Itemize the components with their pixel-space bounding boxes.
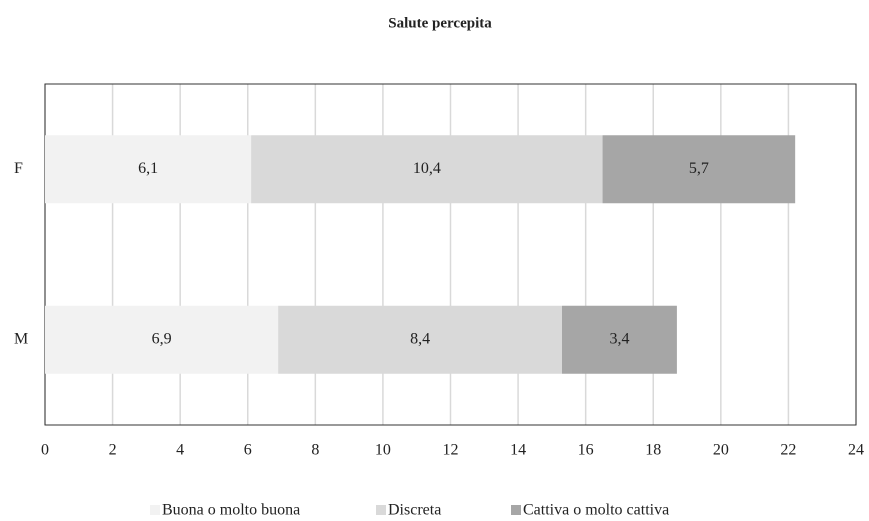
legend-swatch <box>150 505 160 515</box>
data-label: 6,1 <box>138 160 158 177</box>
data-label: 6,9 <box>152 330 172 347</box>
bar-segment <box>45 135 252 204</box>
x-tick-label: 24 <box>848 442 864 459</box>
x-tick-label: 0 <box>41 442 49 459</box>
chart-title: Salute percepita <box>388 15 492 31</box>
x-tick-label: 20 <box>713 442 729 459</box>
data-label: 5,7 <box>689 160 709 177</box>
y-tick-label: M <box>14 330 28 347</box>
x-tick-label: 16 <box>578 442 594 459</box>
data-label: 10,4 <box>413 160 441 177</box>
data-label: 8,4 <box>410 330 430 347</box>
x-tick-label: 8 <box>311 442 319 459</box>
bar-segment <box>278 305 563 374</box>
x-tick-label: 6 <box>244 442 252 459</box>
legend-label: Buona o molto buona <box>162 502 300 519</box>
legend-swatch <box>511 505 521 515</box>
legend-label: Cattiva o molto cattiva <box>523 502 669 519</box>
bar-segment <box>602 135 796 204</box>
legend-swatch <box>376 505 386 515</box>
x-tick-label: 2 <box>109 442 117 459</box>
bar-segment <box>562 305 677 374</box>
x-tick-label: 18 <box>645 442 661 459</box>
bar-segment <box>251 135 603 204</box>
y-tick-label: F <box>14 160 23 177</box>
x-tick-label: 14 <box>510 442 526 459</box>
bar-segment <box>45 305 279 374</box>
legend-label: Discreta <box>388 502 441 519</box>
plot-border <box>44 83 857 426</box>
x-tick-label: 10 <box>375 442 391 459</box>
x-tick-label: 22 <box>780 442 796 459</box>
x-tick-label: 4 <box>176 442 184 459</box>
data-label: 3,4 <box>609 330 629 347</box>
x-tick-label: 12 <box>443 442 459 459</box>
